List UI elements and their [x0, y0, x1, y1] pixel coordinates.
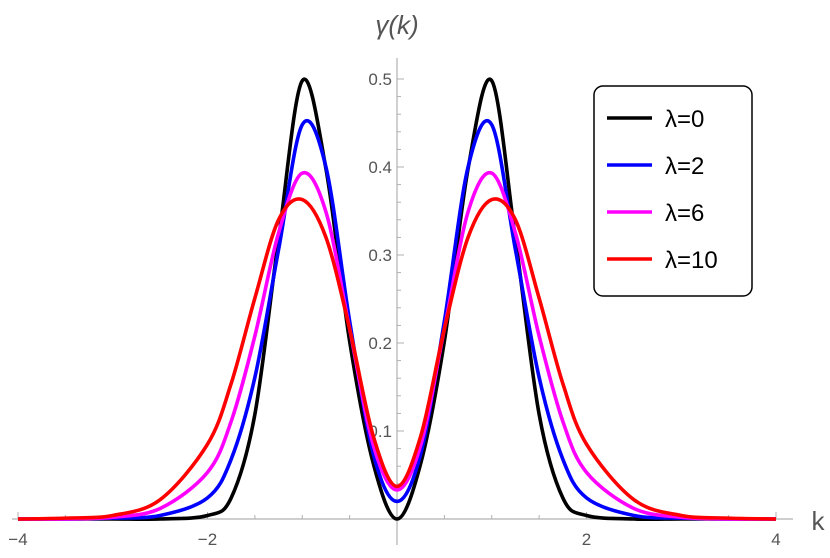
x-tick-label: −4: [8, 530, 27, 549]
series-line-3: [17, 197, 777, 521]
series-lines: [17, 77, 777, 522]
tick-labels: −4 −2 2 40.10.20.30.40.5: [8, 70, 780, 549]
legend-label: λ=10: [665, 247, 718, 274]
series-line-2: [17, 170, 777, 521]
y-tick-label: 0.4: [368, 158, 392, 177]
legend: λ=0 λ=2 λ=6 λ=10: [593, 85, 753, 297]
y-axis-title: γ(k): [375, 10, 418, 40]
y-tick-label: 0.2: [368, 334, 392, 353]
legend-label: λ=0: [665, 106, 704, 133]
x-tick-label: 4: [771, 530, 780, 549]
x-axis-title: k: [812, 506, 826, 536]
series-line-1: [17, 118, 777, 521]
x-tick-label: 2: [582, 530, 591, 549]
x-tick-label: −2: [198, 530, 217, 549]
legend-label: λ=6: [665, 200, 704, 227]
legend-label: λ=2: [665, 153, 704, 180]
legend-box: [593, 85, 753, 297]
y-tick-label: 0.3: [368, 246, 392, 265]
series-line-0: [18, 77, 776, 522]
y-tick-label: 0.5: [368, 70, 392, 89]
